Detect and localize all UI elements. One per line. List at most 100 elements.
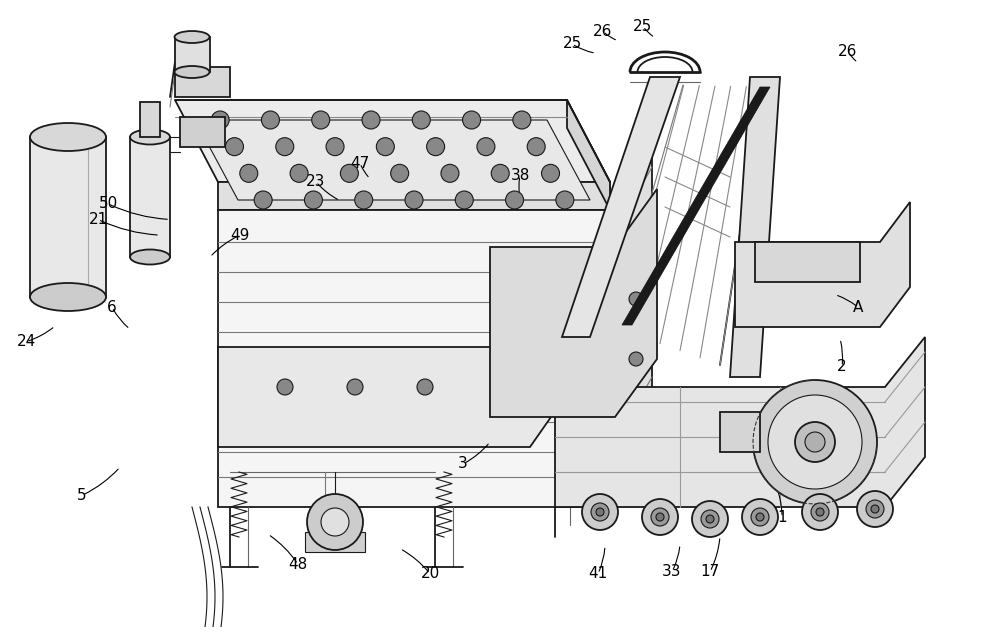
Circle shape: [417, 379, 433, 395]
Circle shape: [629, 292, 643, 306]
Circle shape: [706, 515, 714, 523]
Text: A: A: [853, 300, 863, 315]
Text: 33: 33: [662, 564, 682, 579]
Circle shape: [240, 164, 258, 182]
Circle shape: [412, 111, 430, 129]
Circle shape: [491, 164, 509, 182]
Text: 2: 2: [837, 359, 847, 374]
Text: 26: 26: [838, 44, 858, 59]
Ellipse shape: [130, 250, 170, 265]
Circle shape: [857, 491, 893, 527]
Text: 25: 25: [633, 19, 653, 34]
Circle shape: [582, 494, 618, 530]
Text: 50: 50: [98, 196, 118, 211]
Ellipse shape: [30, 283, 106, 311]
Circle shape: [768, 395, 862, 489]
Circle shape: [276, 138, 294, 155]
Circle shape: [753, 380, 877, 504]
Polygon shape: [175, 67, 230, 97]
Circle shape: [506, 191, 524, 209]
Text: 21: 21: [88, 212, 108, 227]
Ellipse shape: [30, 123, 106, 151]
Circle shape: [211, 111, 229, 129]
Text: 38: 38: [510, 168, 530, 183]
Circle shape: [527, 138, 545, 155]
Polygon shape: [218, 297, 565, 447]
Circle shape: [795, 422, 835, 462]
Polygon shape: [195, 120, 590, 200]
Polygon shape: [140, 102, 160, 137]
Circle shape: [751, 508, 769, 526]
Circle shape: [455, 191, 473, 209]
Polygon shape: [180, 117, 225, 147]
Circle shape: [312, 111, 330, 129]
Circle shape: [591, 503, 609, 521]
Text: 49: 49: [230, 228, 250, 243]
Polygon shape: [562, 77, 680, 337]
Circle shape: [463, 111, 481, 129]
Circle shape: [427, 138, 445, 155]
Circle shape: [477, 138, 495, 155]
Circle shape: [225, 138, 243, 155]
Circle shape: [321, 508, 349, 536]
Text: 24: 24: [16, 334, 36, 349]
Circle shape: [391, 164, 409, 182]
Ellipse shape: [175, 31, 210, 43]
Text: 3: 3: [458, 456, 468, 472]
Text: 28: 28: [798, 425, 818, 440]
Circle shape: [261, 111, 279, 129]
Polygon shape: [755, 242, 860, 282]
Circle shape: [542, 164, 560, 182]
Circle shape: [692, 501, 728, 537]
Polygon shape: [130, 137, 170, 257]
Circle shape: [871, 505, 879, 513]
Circle shape: [277, 379, 293, 395]
Polygon shape: [622, 87, 770, 325]
Text: 47: 47: [350, 155, 370, 171]
Circle shape: [347, 379, 363, 395]
Circle shape: [362, 111, 380, 129]
Circle shape: [254, 191, 272, 209]
Text: 5: 5: [77, 488, 87, 503]
Circle shape: [701, 510, 719, 528]
Text: 17: 17: [700, 564, 720, 579]
Circle shape: [651, 508, 669, 526]
Polygon shape: [175, 37, 210, 72]
Circle shape: [816, 508, 824, 516]
Ellipse shape: [130, 130, 170, 144]
Circle shape: [290, 164, 308, 182]
Text: 20: 20: [420, 566, 440, 581]
Circle shape: [376, 138, 394, 155]
Polygon shape: [305, 532, 365, 552]
Polygon shape: [218, 182, 610, 210]
Text: 6: 6: [107, 300, 117, 315]
Circle shape: [805, 432, 825, 452]
Polygon shape: [735, 202, 910, 327]
Circle shape: [556, 191, 574, 209]
Polygon shape: [555, 337, 925, 507]
Circle shape: [811, 503, 829, 521]
Polygon shape: [175, 100, 610, 182]
Circle shape: [355, 191, 373, 209]
Polygon shape: [490, 189, 657, 417]
Ellipse shape: [175, 66, 210, 78]
Circle shape: [307, 494, 363, 550]
Circle shape: [441, 164, 459, 182]
Text: 25: 25: [562, 36, 582, 51]
Circle shape: [340, 164, 358, 182]
Text: 1: 1: [777, 510, 787, 525]
Circle shape: [742, 499, 778, 535]
Circle shape: [405, 191, 423, 209]
Circle shape: [326, 138, 344, 155]
Polygon shape: [720, 412, 760, 452]
Circle shape: [642, 499, 678, 535]
Polygon shape: [218, 210, 610, 507]
Text: 23: 23: [306, 174, 326, 189]
Circle shape: [629, 352, 643, 366]
Circle shape: [802, 494, 838, 530]
Circle shape: [596, 508, 604, 516]
Circle shape: [513, 111, 531, 129]
Circle shape: [656, 513, 664, 521]
Text: 48: 48: [288, 557, 308, 572]
Polygon shape: [730, 77, 780, 377]
